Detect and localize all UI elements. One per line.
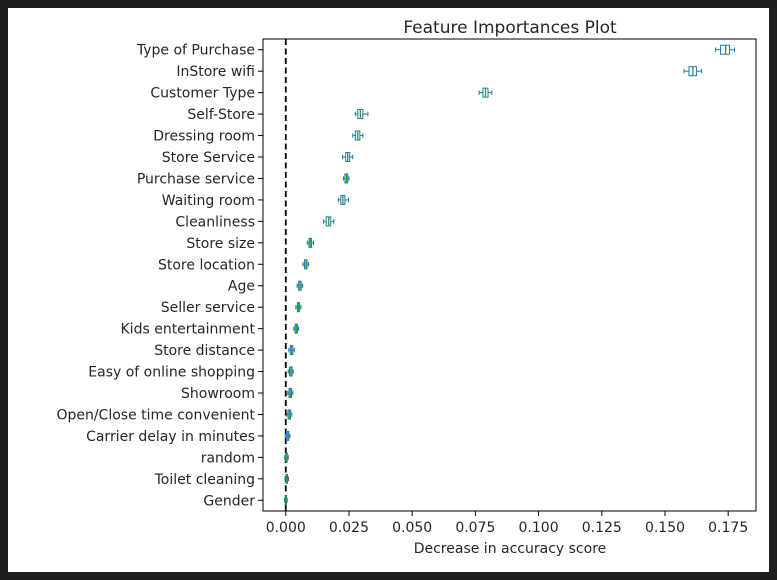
y-tick-label: Carrier delay in minutes [86,429,255,445]
y-tick-label: Seller service [161,300,255,316]
figure: Feature Importances Plot 0.000 0.025 0.050… [8,8,769,572]
y-tick-label: Customer Type [150,86,255,102]
y-tick-label: Gender [203,493,255,509]
y-tick-label: Store location [158,257,255,273]
x-tick-label: 0.100 [519,520,559,536]
y-tick-label: Age [228,279,255,295]
chart-title: Feature Importances Plot [403,18,617,38]
x-tick-label: 0.150 [645,520,685,536]
x-tick-label: 0.000 [266,520,306,536]
y-tick-label: Cleanliness [175,214,255,230]
y-tick-label: random [201,450,255,466]
x-tick-label: 0.125 [582,520,622,536]
plot-area: 0.000 0.025 0.050 0.075 0.100 0.125 0.150 0.175… [56,38,757,536]
y-tick-label: Dressing room [153,129,255,145]
y-tick-label: Waiting room [162,193,255,209]
y-tick-label: Self-Store [187,107,255,123]
feature-importance-chart: Feature Importances Plot 0.000 0.025 0.050… [56,18,757,557]
y-tick-label: Store size [186,236,255,252]
x-tick-label: 0.050 [392,520,432,536]
y-tick-label: InStore wifi [176,64,255,80]
y-tick-label: Store Service [162,150,255,166]
x-axis-label: Decrease in accuracy score [414,541,607,557]
y-tick-label: Kids entertainment [121,322,256,338]
x-tick-label: 0.025 [329,520,369,536]
y-tick-label: Showroom [181,386,255,402]
y-tick-label: Open/Close time convenient [56,407,255,423]
x-tick-label: 0.175 [708,520,748,536]
y-tick-label: Store distance [154,343,255,359]
y-tick-label: Easy of online shopping [88,365,255,381]
plot-frame [262,38,757,512]
y-tick-label: Purchase service [137,171,255,187]
y-tick-label: Type of Purchase [136,43,255,59]
x-tick-label: 0.075 [455,520,495,536]
y-tick-label: Toilet cleaning [154,472,255,488]
